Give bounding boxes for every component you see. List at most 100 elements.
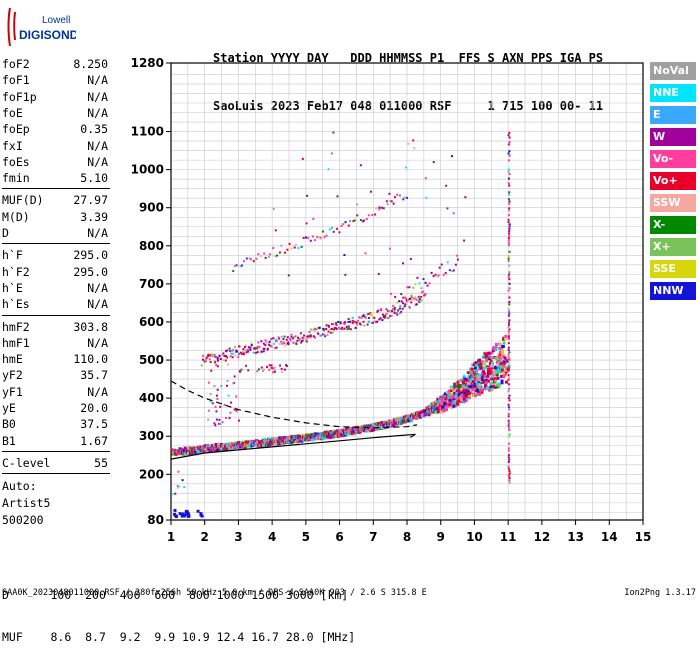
echo-dot <box>303 334 306 337</box>
echo-dot <box>270 364 273 367</box>
echo-dot <box>265 340 268 343</box>
echo-dot <box>402 198 405 201</box>
echo-dot <box>316 236 319 239</box>
echo-dot <box>508 214 511 217</box>
echo-dot <box>364 252 367 255</box>
echo-dot <box>243 260 246 263</box>
param-row: M(D) 3.39 <box>2 209 108 225</box>
echo-dot <box>268 343 271 346</box>
echo-dot <box>408 306 411 309</box>
echo-dot <box>399 305 402 308</box>
echo-dot <box>359 164 362 167</box>
echo-dot <box>357 319 360 322</box>
echo-dot <box>482 366 486 370</box>
echo-dot <box>436 410 440 414</box>
echo-dot <box>280 340 283 343</box>
echo-dot <box>273 370 276 373</box>
echo-dot <box>458 394 462 398</box>
echo-dot <box>484 352 488 356</box>
echo-dot <box>315 327 318 330</box>
echo-dot <box>487 386 491 390</box>
echo-dot <box>330 432 334 436</box>
echo-dot <box>218 418 221 421</box>
echo-dot <box>505 380 509 384</box>
param-row: fxI N/A <box>2 138 108 154</box>
echo-dot <box>507 467 510 470</box>
echo-dot <box>341 326 344 329</box>
echo-dot <box>260 366 263 369</box>
echo-dot <box>486 368 490 372</box>
echo-dot <box>491 362 495 366</box>
echo-dot <box>507 390 510 393</box>
echo-dot <box>322 333 325 336</box>
echo-dot <box>274 347 277 350</box>
echo-dot <box>400 293 403 296</box>
echo-dot <box>270 366 273 369</box>
legend-item-nnw: NNW <box>650 282 696 300</box>
echo-dot <box>275 442 279 446</box>
echo-dot <box>485 358 489 362</box>
echo-dot <box>290 333 293 336</box>
echo-dot <box>306 337 309 340</box>
echo-dot <box>333 328 336 331</box>
echo-dot <box>274 229 277 232</box>
echo-dot <box>448 398 452 402</box>
echo-dot <box>202 354 205 357</box>
echo-dot <box>491 373 495 377</box>
echo-dot <box>377 309 380 312</box>
echo-dot <box>454 263 457 266</box>
param-row: MUF(D) 27.97 <box>2 192 108 208</box>
echo-dot <box>507 326 510 329</box>
echo-dot <box>507 369 510 372</box>
echo-dot <box>440 397 444 401</box>
echo-dot <box>505 365 509 369</box>
echo-dot <box>262 342 265 345</box>
x-tick-label: 10 <box>466 530 483 544</box>
echo-dot <box>494 342 498 346</box>
echo-dot <box>219 405 222 408</box>
echo-dot <box>476 392 480 396</box>
echo-dot <box>457 383 461 387</box>
echo-dot <box>301 157 304 160</box>
echo-dot <box>475 382 479 386</box>
echo-dot <box>478 364 482 368</box>
echo-dot <box>325 328 328 331</box>
echo-dot <box>245 349 248 352</box>
echo-dot <box>482 380 486 384</box>
echo-dot <box>373 425 377 429</box>
echo-dot <box>383 316 386 319</box>
echo-dot <box>305 340 308 343</box>
echo-dot <box>507 221 510 224</box>
param-name: hmF1 <box>2 335 30 350</box>
echo-dot <box>355 321 358 324</box>
y-tick-label: 700 <box>139 277 164 291</box>
echo-dot <box>461 381 465 385</box>
echo-dot <box>470 367 474 371</box>
echo-dot <box>292 341 295 344</box>
y-tick-label: 900 <box>139 201 164 215</box>
echo-dot <box>507 426 510 429</box>
echo-dot <box>219 358 222 361</box>
echo-dot <box>375 207 378 210</box>
legend-item-x: X+ <box>650 238 696 256</box>
echo-dot <box>474 378 478 382</box>
echo-dot <box>308 330 311 333</box>
echo-dot <box>507 152 510 155</box>
echo-dot <box>331 331 334 334</box>
echo-dot <box>407 415 411 419</box>
echo-dot <box>402 262 405 265</box>
echo-dot <box>439 404 443 408</box>
echo-dot <box>341 328 344 331</box>
echo-dot <box>256 370 259 373</box>
param-name: foF1 <box>2 73 30 88</box>
distance-unit: [km] <box>320 588 349 602</box>
echo-dot <box>430 271 433 274</box>
echo-dot <box>417 295 420 298</box>
echo-dot <box>466 389 470 393</box>
echo-dot <box>338 434 342 438</box>
echo-dot <box>467 395 471 399</box>
legend-item-x: X- <box>650 216 696 234</box>
param-separator <box>2 243 110 245</box>
echo-dot <box>247 350 250 353</box>
echo-dot <box>507 362 510 365</box>
